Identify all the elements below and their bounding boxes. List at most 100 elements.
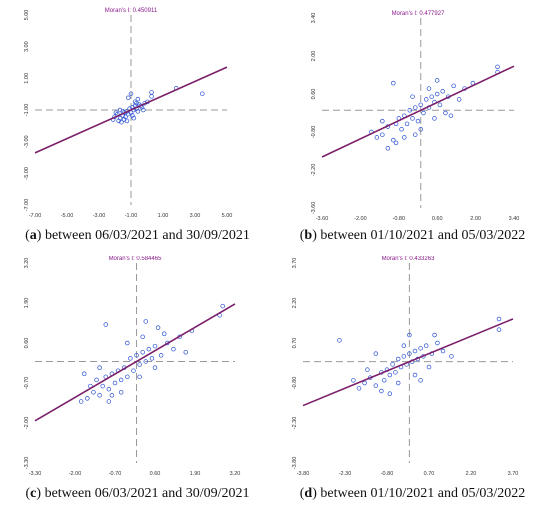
regression-line — [34, 303, 236, 422]
caption-b-letter: b — [304, 228, 313, 243]
y-tick-label: -0.80 — [292, 377, 298, 390]
x-tick-label: -2.00 — [354, 216, 367, 222]
x-tick-label: 0.60 — [150, 471, 161, 477]
x-tick-label: 2.20 — [466, 471, 477, 477]
scatter-point — [440, 348, 446, 354]
scatter-point — [337, 338, 342, 343]
x-tick-label: 5.00 — [222, 213, 233, 219]
scatter-point — [131, 368, 136, 373]
chart-title: Moran's I: 0.450911 — [105, 8, 158, 14]
scatter-point — [161, 331, 167, 337]
y-tick-label: 2.00 — [311, 51, 317, 62]
scatter-point — [356, 386, 362, 391]
scatter-point — [128, 91, 134, 96]
scatter-point — [407, 351, 412, 356]
scatter-point — [443, 110, 448, 116]
scatter-point — [402, 135, 407, 140]
y-tick-label: -0.80 — [311, 126, 317, 139]
y-tick-label: -5.00 — [24, 167, 30, 180]
x-tick-label: -0.80 — [381, 471, 394, 477]
scatter-point — [200, 91, 205, 96]
scatter-point — [135, 109, 141, 114]
scatter-point — [410, 94, 415, 99]
chart-panel-a: Moran's I: 0.450911 -7.00 -5.00 -3.00 -1.00 1… — [0, 0, 275, 255]
scatter-point — [158, 353, 164, 358]
caption-a-letter: a — [29, 228, 37, 243]
scatter-point — [401, 343, 407, 348]
scatter-point — [435, 340, 440, 346]
x-tick-label: 1.90 — [190, 471, 201, 477]
scatter-point — [451, 83, 456, 89]
scatter-point — [395, 380, 401, 386]
scatter-point — [155, 325, 161, 330]
scatter-point — [100, 383, 105, 389]
scatter-point — [423, 97, 429, 102]
scatter-point — [418, 346, 423, 351]
scatter-point — [393, 370, 398, 375]
scatter-point — [387, 391, 393, 396]
scatter-point — [413, 105, 418, 110]
scatter-point — [426, 86, 432, 91]
x-tick-label: 2.00 — [470, 216, 481, 222]
y-tick-label: 5.00 — [24, 10, 30, 21]
scatter-point — [220, 303, 225, 309]
scatter-point — [97, 393, 102, 398]
scatter-point — [426, 364, 432, 370]
chart-panel-b: Moran's I: 0.477927 -3.60 -2.00 -0.80 0.60 2.… — [275, 0, 550, 255]
x-tick-label: -2.30 — [339, 471, 352, 477]
scatter-point — [432, 116, 437, 121]
x-tick-label: -5.00 — [61, 213, 74, 219]
scatter-point — [126, 95, 131, 101]
chart-panel-d: Moran's I: 0.433263 -3.80 -2.30 -0.80 0.70 2.… — [275, 256, 550, 511]
scatter-point — [395, 356, 401, 362]
regression-line — [321, 65, 515, 158]
scatter-point — [418, 127, 423, 132]
scatter-point — [418, 378, 423, 383]
y-tick-label: -0.70 — [24, 377, 30, 390]
scatter-point — [121, 117, 127, 122]
scatter-point — [118, 377, 124, 383]
x-tick-label: 0.60 — [432, 216, 443, 222]
caption-a-text: between 06/03/2021 and 30/09/2021 — [41, 228, 250, 243]
scatter-point — [152, 365, 158, 370]
scatter-point — [141, 107, 146, 113]
scatter-point — [131, 115, 136, 121]
scatter-point — [448, 113, 454, 118]
y-tick-label: -1.00 — [24, 104, 30, 117]
y-tick-label: -2.30 — [292, 417, 298, 430]
scatter-point — [410, 116, 415, 121]
x-tick-label: 0.70 — [424, 471, 435, 477]
x-tick-label: 3.20 — [230, 471, 241, 477]
scatter-point — [380, 132, 385, 137]
y-tick-label: 0.60 — [24, 338, 30, 349]
y-tick-label: 3.20 — [24, 258, 30, 269]
chart-title: Moran's I: 0.477927 — [392, 11, 446, 17]
y-tick-label: 2.20 — [292, 298, 298, 309]
caption-d-letter: d — [304, 486, 313, 501]
scatter-point — [103, 322, 109, 327]
scatter-point — [373, 351, 379, 356]
scatter-point — [399, 127, 404, 132]
scatter-point — [393, 140, 399, 146]
scatter-point — [373, 383, 379, 388]
scatter-point — [404, 121, 410, 127]
y-tick-label: 1.90 — [24, 298, 30, 309]
x-tick-label: 3.00 — [190, 213, 201, 219]
scatter-point — [106, 386, 112, 392]
scatter-point — [385, 146, 391, 151]
scatter-point — [137, 374, 142, 380]
scatter-point — [421, 110, 426, 116]
scatter-point — [134, 353, 139, 358]
scatter-point — [495, 64, 500, 70]
scatter-point — [434, 78, 440, 83]
x-tick-label: -2.00 — [69, 471, 82, 477]
scatter-point — [135, 96, 141, 102]
y-tick-label: -7.00 — [24, 199, 30, 212]
x-tick-label: -3.80 — [297, 471, 310, 477]
scatter-point — [117, 115, 123, 121]
scatter-point — [125, 340, 130, 346]
scatter-point — [128, 356, 133, 361]
y-tick-label: -3.60 — [311, 202, 317, 215]
scatter-point — [152, 343, 158, 349]
scatter-point — [149, 94, 154, 99]
